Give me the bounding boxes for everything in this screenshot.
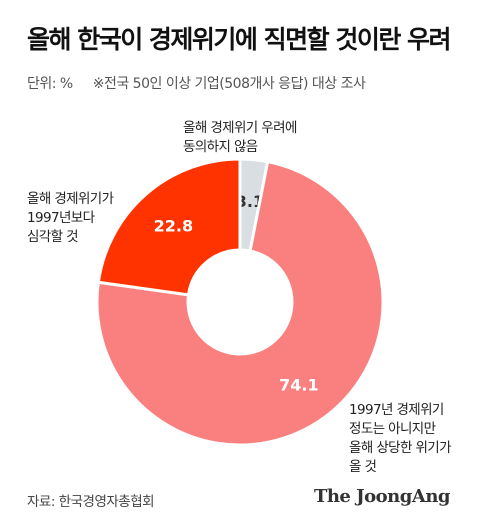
source-note: 자료: 한국경영자총협회 [27, 494, 155, 510]
annotation-line: 동의하지 않음 [183, 139, 258, 155]
annotation-line: 올해 상당한 위기가 [349, 440, 452, 456]
slice-value-label: 74.1 [279, 376, 318, 395]
slice-value-label: 22.8 [154, 216, 193, 235]
slice-value-label: 3.1 [236, 192, 264, 211]
annotation-considerable-crisis: 1997년 경제위기 정도는 아니지만 올해 상당한 위기가 올 것 [349, 401, 452, 477]
annotation-worse-than-1997: 올해 경제위기가 1997년보다 심각할 것 [27, 190, 114, 247]
publisher-logo: The JoongAng [313, 486, 451, 507]
annotation-line: 1997년보다 [27, 210, 95, 226]
subtitle-row: 단위: % ※전국 50인 이상 기업(508개사 응답) 대상 조사 [27, 73, 366, 93]
annotation-line: 1997년 경제위기 [349, 402, 444, 418]
unit-label: 단위: % [27, 76, 73, 92]
annotation-disagree: 올해 경제위기 우려에 동의하지 않음 [183, 119, 297, 157]
annotation-line: 심각할 것 [27, 229, 79, 245]
annotation-line: 올 것 [349, 459, 377, 475]
annotation-line: 올해 경제위기가 [27, 191, 114, 207]
annotation-line: 올해 경제위기 우려에 [183, 120, 297, 136]
chart-title: 올해 한국이 경제위기에 직면할 것이란 우려 [27, 25, 452, 54]
survey-note: ※전국 50인 이상 기업(508개사 응답) 대상 조사 [92, 76, 366, 92]
annotation-line: 정도는 아니지만 [349, 421, 436, 437]
slice-worse-than-1997 [96, 157, 242, 297]
slice-considerable-crisis [95, 159, 385, 447]
